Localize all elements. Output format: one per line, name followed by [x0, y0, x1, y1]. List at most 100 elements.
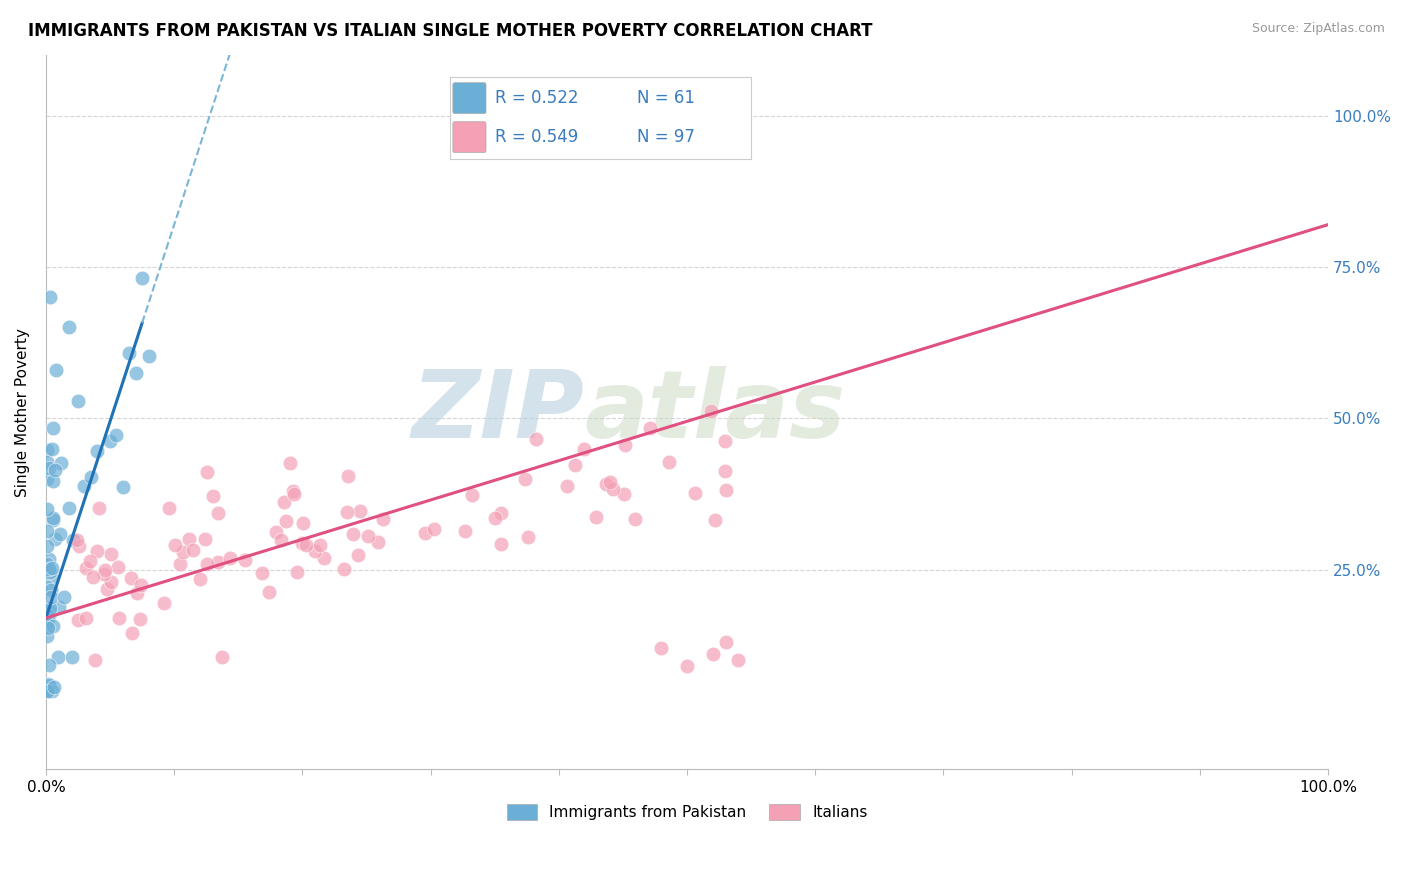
Point — [702, 648, 724, 662]
Point — [75, 611, 97, 625]
Point — [614, 438, 637, 452]
Point — [38, 290, 60, 304]
Point — [349, 504, 371, 518]
Point — [295, 538, 318, 552]
Point — [35, 540, 58, 554]
Point — [48, 526, 70, 541]
Point — [42, 474, 65, 488]
Point — [98, 434, 121, 449]
Point — [107, 560, 129, 574]
Point — [51, 457, 73, 471]
Point — [58, 320, 80, 334]
Point — [86, 444, 108, 458]
Point — [714, 434, 737, 449]
Point — [45, 363, 67, 377]
Point — [491, 506, 513, 520]
Point — [595, 476, 617, 491]
Point — [79, 554, 101, 568]
Point — [42, 421, 65, 435]
Text: IMMIGRANTS FROM PAKISTAN VS ITALIAN SINGLE MOTHER POVERTY CORRELATION CHART: IMMIGRANTS FROM PAKISTAN VS ITALIAN SING… — [28, 22, 873, 40]
Point — [39, 583, 62, 598]
Point — [35, 629, 58, 643]
Point — [264, 525, 287, 540]
Point — [704, 513, 727, 527]
Point — [83, 653, 105, 667]
Point — [35, 557, 58, 571]
Point — [53, 591, 76, 605]
Point — [62, 533, 84, 548]
Point — [35, 502, 58, 516]
Point — [599, 475, 621, 490]
Point — [165, 538, 187, 552]
Point — [211, 649, 233, 664]
Y-axis label: Single Mother Poverty: Single Mother Poverty — [15, 327, 30, 497]
Point — [38, 552, 60, 566]
Point — [38, 562, 60, 576]
Point — [66, 613, 89, 627]
Point — [683, 486, 706, 500]
Point — [37, 524, 59, 539]
Point — [94, 563, 117, 577]
Point — [291, 536, 314, 550]
Point — [250, 566, 273, 580]
Point — [35, 455, 58, 469]
Point — [564, 458, 586, 472]
Point — [96, 582, 118, 596]
Point — [676, 659, 699, 673]
Point — [42, 513, 65, 527]
Point — [75, 561, 97, 575]
Point — [517, 530, 540, 544]
Point — [44, 680, 66, 694]
Point — [312, 550, 335, 565]
Text: ZIP: ZIP — [412, 367, 585, 458]
Point — [195, 557, 218, 571]
Point — [623, 512, 645, 526]
Point — [283, 487, 305, 501]
Point — [86, 544, 108, 558]
Point — [285, 565, 308, 579]
Point — [484, 511, 506, 525]
Point — [278, 456, 301, 470]
Point — [108, 611, 131, 625]
Point — [73, 478, 96, 492]
Point — [48, 599, 70, 614]
Point — [273, 494, 295, 508]
Point — [58, 501, 80, 516]
Point — [274, 515, 297, 529]
Point — [37, 604, 59, 618]
Point — [658, 455, 681, 469]
Point — [39, 565, 62, 579]
Point — [100, 575, 122, 590]
Point — [42, 619, 65, 633]
Point — [41, 570, 63, 584]
Point — [66, 393, 89, 408]
Point — [357, 529, 380, 543]
Point — [125, 586, 148, 600]
Text: Source: ZipAtlas.com: Source: ZipAtlas.com — [1251, 22, 1385, 36]
Point — [270, 533, 292, 548]
Point — [201, 489, 224, 503]
Point — [46, 649, 69, 664]
Point — [233, 553, 256, 567]
Point — [489, 537, 512, 551]
Point — [574, 442, 596, 456]
Point — [337, 468, 360, 483]
Point — [121, 626, 143, 640]
Point — [454, 524, 477, 538]
Point — [714, 464, 737, 478]
Point — [37, 442, 59, 457]
Point — [120, 571, 142, 585]
Point — [37, 677, 59, 691]
Point — [105, 428, 128, 442]
Point — [342, 526, 364, 541]
Point — [38, 678, 60, 692]
Point — [207, 555, 229, 569]
Point — [613, 487, 636, 501]
Point — [188, 572, 211, 586]
Point — [207, 506, 229, 520]
Point — [281, 483, 304, 498]
Point — [118, 346, 141, 360]
Point — [41, 683, 63, 698]
Point — [526, 432, 548, 446]
Point — [66, 533, 89, 547]
